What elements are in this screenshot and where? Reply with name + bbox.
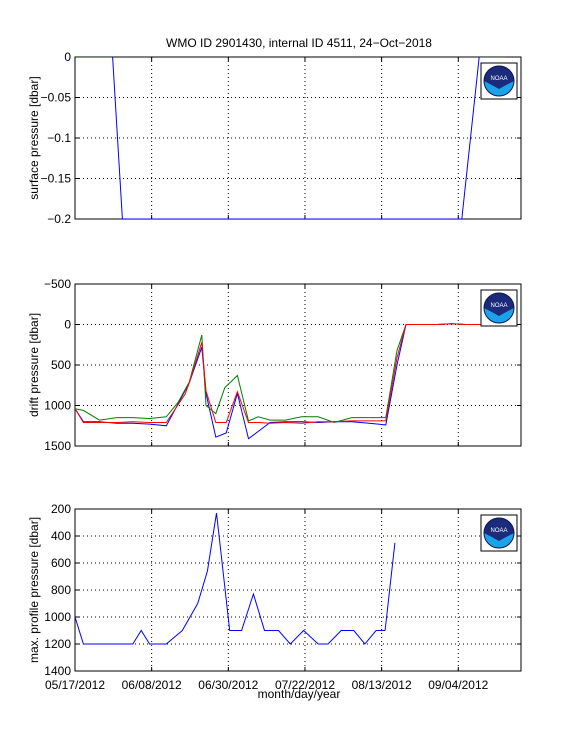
plot-area	[74, 508, 522, 672]
svg-text:NOAA: NOAA	[490, 76, 507, 82]
y-tick-label: −0.2	[47, 212, 71, 226]
panel-3: 05/17/2012 06/08/2012 06/30/2012 07/22/2012…	[27, 502, 522, 692]
panel-2: −500 0 500 1000 1500 drift pressure [dbar] NOA…	[27, 277, 522, 453]
chart-panels: 0 −0.05 −0.1 −0.15 −0.2 surface pressure [dba…	[27, 50, 522, 692]
x-axis-label: month/day/year	[258, 687, 341, 701]
series-line	[75, 57, 505, 219]
y-tick-label: 1500	[44, 439, 71, 453]
series-line	[75, 512, 386, 645]
series-line	[75, 323, 505, 424]
y-tick-label: 0	[64, 318, 71, 332]
x-tick-label: 08/13/2012	[352, 678, 412, 692]
svg-text:NOAA: NOAA	[490, 528, 507, 534]
plot-area	[74, 56, 522, 220]
y-tick-label: 1000	[44, 399, 71, 413]
y-axis-label: drift pressure [dbar]	[27, 313, 41, 417]
noaa-logo: NOAA	[480, 514, 518, 552]
y-tick-label: −500	[44, 277, 71, 291]
y-tick-label: 800	[51, 583, 71, 597]
y-tick-label: −0.15	[41, 172, 72, 186]
y-tick-label: 600	[51, 556, 71, 570]
y-tick-label: 500	[51, 358, 71, 372]
y-tick-label: 200	[51, 502, 71, 516]
svg-text:NOAA: NOAA	[490, 303, 507, 309]
y-tick-label: −0.05	[41, 91, 72, 105]
panel-1: 0 −0.05 −0.1 −0.15 −0.2 surface pressure [dba…	[27, 50, 522, 226]
chart-title: WMO ID 2901430, internal ID 4511, 24−Oct…	[166, 36, 432, 50]
noaa-logo: NOAA	[480, 289, 518, 327]
y-tick-label: 1200	[44, 637, 71, 651]
y-tick-label: 0	[64, 50, 71, 64]
noaa-logo: NOAA	[480, 62, 518, 100]
y-tick-label: 400	[51, 529, 71, 543]
series-line	[384, 542, 396, 631]
x-tick-label: 06/30/2012	[198, 678, 258, 692]
y-axis-label: surface pressure [dbar]	[27, 76, 41, 199]
y-tick-label: 1000	[44, 610, 71, 624]
x-tick-label: 06/08/2012	[122, 678, 182, 692]
plot-area	[74, 283, 522, 447]
y-axis-label: max. profile pressure [dbar]	[27, 517, 41, 663]
x-tick-label: 05/17/2012	[45, 678, 105, 692]
x-tick-label: 07/22/2012	[275, 678, 335, 692]
y-tick-label: 1400	[44, 664, 71, 678]
x-tick-label: 09/04/2012	[428, 678, 488, 692]
y-tick-label: −0.1	[47, 131, 71, 145]
